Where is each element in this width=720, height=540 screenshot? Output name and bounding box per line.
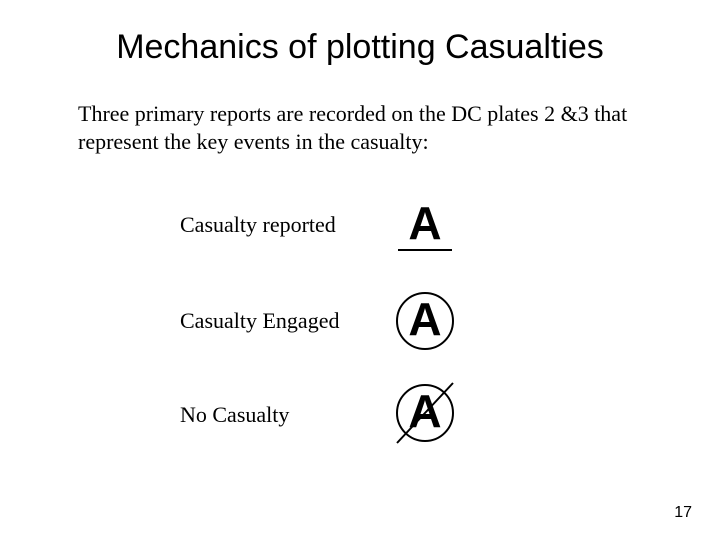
symbol-circle-slash: A	[390, 380, 460, 450]
circle-slash-icon	[385, 375, 465, 455]
row-label: No Casualty	[180, 402, 289, 428]
symbol-circle: A	[390, 288, 460, 358]
row-label: Casualty reported	[180, 212, 336, 238]
row-reported: Casualty reported A	[0, 192, 720, 262]
row-engaged: Casualty Engaged A	[0, 288, 720, 358]
symbol-letter: A	[390, 192, 460, 262]
slide: Mechanics of plotting Casualties Three p…	[0, 0, 720, 540]
row-label: Casualty Engaged	[180, 308, 339, 334]
intro-text: Three primary reports are recorded on th…	[78, 100, 658, 155]
row-no-casualty: No Casualty A	[0, 380, 720, 450]
symbol-underline: A	[390, 192, 460, 262]
slide-title: Mechanics of plotting Casualties	[0, 28, 720, 67]
page-number: 17	[674, 504, 692, 522]
symbol-letter: A	[390, 288, 460, 358]
